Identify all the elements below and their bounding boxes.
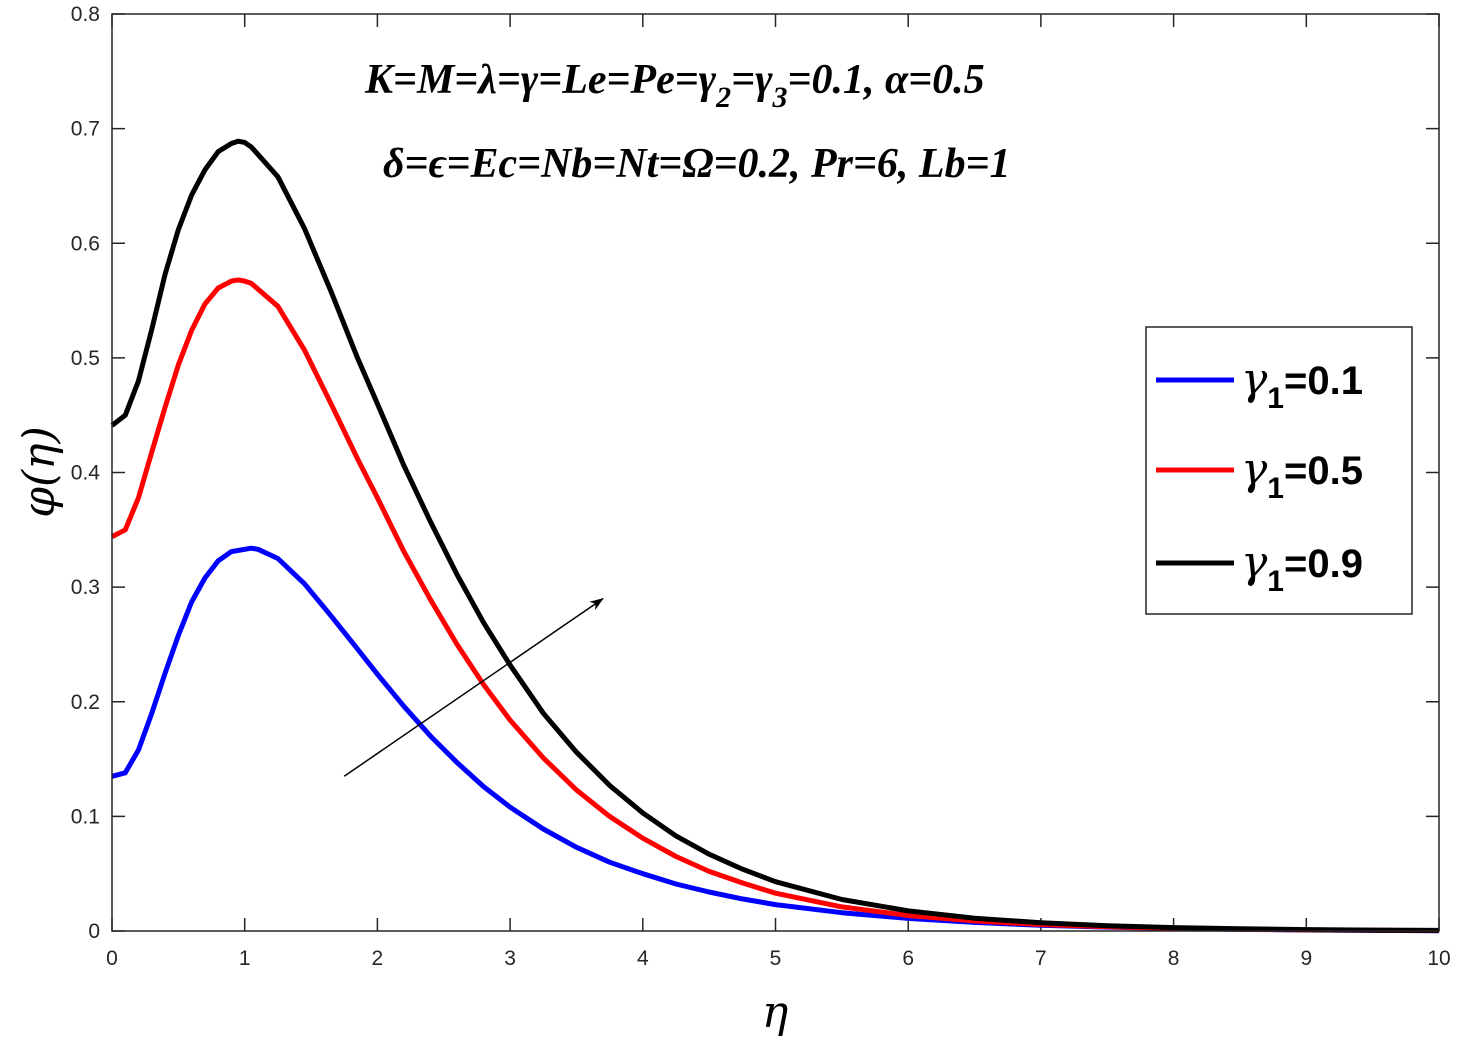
x-tick-label-9: 9 <box>1300 947 1312 970</box>
y-tick-label-5: 0.5 <box>71 347 100 370</box>
y-tick-label-4: 0.4 <box>71 462 101 485</box>
legend-sub-1: 1 <box>1267 382 1284 415</box>
legend-gamma-2: γ <box>1241 444 1268 495</box>
x-axis-label: η <box>762 987 788 1038</box>
legend-value-2: =0.5 <box>1284 449 1363 493</box>
legend: γ1=0.1 γ1=0.5 γ1=0.9 <box>1145 326 1413 615</box>
legend-gamma-3: γ <box>1241 537 1268 588</box>
legend-value-1: =0.1 <box>1284 359 1363 403</box>
y-tick-label-1: 0.1 <box>71 805 100 828</box>
ticks: 0 1 2 3 4 5 6 7 8 9 10 0 0.1 0.2 0.3 0.4 0.5 0.6 0.7 0.8 <box>71 3 1451 970</box>
y-tick-label-8: 0.8 <box>71 3 100 26</box>
x-tick-label-8: 8 <box>1168 947 1180 970</box>
x-tick-label-6: 6 <box>902 947 914 970</box>
x-tick-label-10: 10 <box>1427 947 1450 970</box>
legend-sub-2: 1 <box>1267 472 1284 505</box>
y-tick-label-7: 0.7 <box>71 118 100 141</box>
x-tick-label-5: 5 <box>770 947 782 970</box>
y-tick-label-0: 0 <box>88 920 100 943</box>
annotation-line-1: K=M=λ=γ=Le=Pe=γ2=γ3=0.1, α=0.5 <box>364 57 985 114</box>
y-tick-label-6: 0.6 <box>71 232 100 255</box>
y-axis-label: φ(η) <box>14 426 65 518</box>
x-tick-label-4: 4 <box>637 947 649 970</box>
trend-arrow <box>343 597 604 777</box>
plot-frame <box>111 13 1440 932</box>
y-tick-label-3: 0.3 <box>71 576 100 599</box>
legend-label-2: γ1=0.5 <box>1241 444 1363 505</box>
x-tick-label-2: 2 <box>372 947 384 970</box>
annotation-line-1-sub-2: 3 <box>772 81 788 114</box>
series-group <box>110 138 1440 934</box>
legend-label-3: γ1=0.9 <box>1241 537 1363 598</box>
x-tick-label-1: 1 <box>239 947 251 970</box>
annotation-line-1-sub-1: 2 <box>715 81 731 114</box>
legend-entry-3: γ1=0.9 <box>1156 537 1363 598</box>
legend-gamma-1: γ <box>1241 354 1268 405</box>
series-line-3 <box>110 138 1440 933</box>
x-tick-label-7: 7 <box>1035 947 1047 970</box>
annotation-line-1-part-3: =0.1, α=0.5 <box>788 57 985 103</box>
legend-value-3: =0.9 <box>1284 542 1363 586</box>
annotation-line-1-part-2: =γ <box>731 57 773 103</box>
legend-sub-3: 1 <box>1267 565 1284 598</box>
legend-label-1: γ1=0.1 <box>1241 354 1363 415</box>
x-tick-label-0: 0 <box>106 947 118 970</box>
legend-entry-2: γ1=0.5 <box>1156 444 1363 505</box>
annotation-line-2: δ=ϵ=Ec=Nb=Nt=Ω=0.2, Pr=6, Lb=1 <box>383 141 1011 187</box>
x-tick-label-3: 3 <box>504 947 516 970</box>
legend-entry-1: γ1=0.1 <box>1156 354 1363 415</box>
annotation-line-1-part-1: K=M=λ=γ=Le=Pe=γ <box>364 57 717 103</box>
y-tick-label-2: 0.2 <box>71 691 100 714</box>
